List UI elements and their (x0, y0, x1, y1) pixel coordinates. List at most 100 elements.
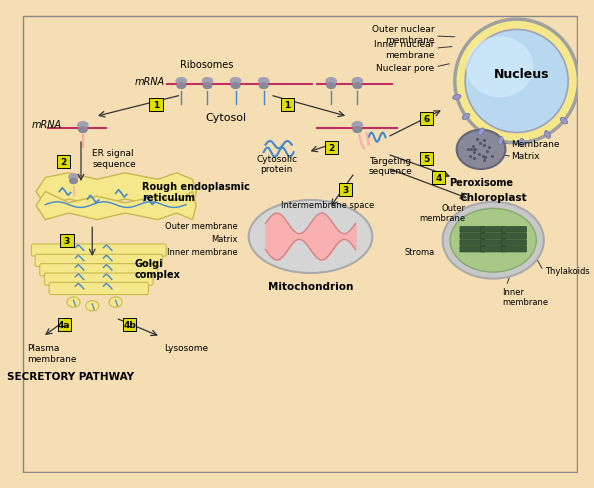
Ellipse shape (176, 79, 187, 85)
Text: Outer nuclear
membrane: Outer nuclear membrane (372, 25, 434, 45)
Ellipse shape (520, 139, 525, 147)
Text: SECRETORY PATHWAY: SECRETORY PATHWAY (7, 372, 134, 382)
FancyBboxPatch shape (49, 283, 148, 295)
Ellipse shape (249, 201, 372, 273)
Text: 6: 6 (424, 115, 430, 123)
Text: 4: 4 (435, 174, 442, 183)
Text: Peroxisome: Peroxisome (449, 178, 513, 188)
Ellipse shape (455, 20, 579, 143)
FancyBboxPatch shape (501, 234, 526, 239)
Text: Nuclear pore: Nuclear pore (376, 64, 434, 73)
Ellipse shape (203, 83, 211, 89)
Ellipse shape (203, 79, 213, 85)
Text: 2: 2 (328, 143, 334, 153)
Ellipse shape (258, 79, 269, 85)
Ellipse shape (109, 297, 122, 307)
Text: 4a: 4a (58, 321, 70, 329)
FancyBboxPatch shape (31, 244, 166, 257)
Text: mRNA: mRNA (31, 120, 61, 130)
FancyBboxPatch shape (339, 183, 352, 197)
Ellipse shape (353, 127, 362, 133)
Text: Cytosol: Cytosol (206, 112, 247, 122)
FancyBboxPatch shape (40, 264, 158, 276)
Text: Rough endoplasmic
reticulum: Rough endoplasmic reticulum (142, 182, 249, 203)
FancyBboxPatch shape (123, 318, 136, 331)
Text: Plasma
membrane: Plasma membrane (27, 344, 76, 363)
Ellipse shape (545, 131, 551, 139)
FancyBboxPatch shape (460, 227, 485, 233)
FancyBboxPatch shape (58, 318, 71, 331)
FancyBboxPatch shape (460, 234, 485, 239)
Ellipse shape (69, 179, 77, 184)
FancyBboxPatch shape (35, 255, 163, 267)
Ellipse shape (453, 95, 461, 100)
Ellipse shape (231, 83, 240, 89)
Text: Stroma: Stroma (405, 247, 435, 256)
Text: Thylakoids: Thylakoids (545, 266, 589, 275)
FancyBboxPatch shape (481, 240, 506, 246)
Ellipse shape (352, 79, 362, 85)
Ellipse shape (478, 129, 484, 136)
Text: Golgi
complex: Golgi complex (134, 258, 180, 280)
FancyBboxPatch shape (45, 273, 153, 285)
Text: Mitochondrion: Mitochondrion (268, 282, 353, 292)
FancyBboxPatch shape (432, 172, 446, 184)
Ellipse shape (86, 301, 99, 311)
FancyBboxPatch shape (324, 142, 337, 155)
FancyBboxPatch shape (149, 99, 163, 112)
Text: Intermembrane space: Intermembrane space (281, 201, 374, 210)
Ellipse shape (78, 127, 87, 133)
Ellipse shape (457, 130, 505, 170)
Text: 2: 2 (60, 158, 67, 167)
FancyBboxPatch shape (501, 240, 526, 246)
Ellipse shape (327, 83, 336, 89)
FancyBboxPatch shape (420, 153, 433, 166)
Text: Cytosolic
protein: Cytosolic protein (256, 155, 298, 174)
Ellipse shape (450, 209, 536, 272)
Ellipse shape (326, 79, 336, 85)
Ellipse shape (177, 83, 185, 89)
Text: 1: 1 (153, 101, 159, 110)
Ellipse shape (352, 122, 362, 129)
FancyBboxPatch shape (481, 247, 506, 252)
Ellipse shape (67, 297, 80, 307)
Text: 4b: 4b (124, 321, 136, 329)
FancyBboxPatch shape (420, 113, 433, 126)
Ellipse shape (78, 122, 88, 129)
Text: Matrix: Matrix (511, 152, 539, 161)
FancyBboxPatch shape (460, 240, 485, 246)
Text: Inner membrane: Inner membrane (167, 247, 238, 256)
Text: Targeting
sequence: Targeting sequence (369, 157, 412, 176)
FancyBboxPatch shape (460, 247, 485, 252)
Ellipse shape (462, 114, 470, 120)
Ellipse shape (498, 137, 503, 145)
Text: 1: 1 (284, 101, 290, 110)
Ellipse shape (260, 83, 268, 89)
FancyBboxPatch shape (280, 99, 293, 112)
Text: 3: 3 (64, 236, 70, 245)
Text: Membrane: Membrane (511, 140, 560, 149)
FancyBboxPatch shape (501, 227, 526, 233)
Polygon shape (36, 192, 196, 220)
Ellipse shape (560, 118, 567, 125)
Text: mRNA: mRNA (134, 77, 165, 87)
Ellipse shape (443, 203, 544, 279)
FancyBboxPatch shape (501, 247, 526, 252)
Text: Inner
membrane: Inner membrane (503, 287, 549, 307)
FancyBboxPatch shape (61, 234, 74, 247)
Ellipse shape (465, 30, 568, 133)
Ellipse shape (353, 83, 362, 89)
Text: 3: 3 (342, 186, 348, 195)
Ellipse shape (466, 38, 533, 98)
FancyBboxPatch shape (56, 156, 69, 169)
Text: 5: 5 (424, 155, 430, 164)
Ellipse shape (69, 175, 78, 181)
Text: Outer
membrane: Outer membrane (419, 203, 465, 223)
Text: Chloroplast: Chloroplast (459, 192, 527, 202)
FancyBboxPatch shape (481, 234, 506, 239)
Text: Inner nuclear
membrane: Inner nuclear membrane (374, 41, 434, 60)
Text: Nucleus: Nucleus (494, 68, 549, 81)
Text: ER signal
sequence: ER signal sequence (92, 149, 136, 168)
Text: Outer membrane: Outer membrane (165, 221, 238, 230)
FancyBboxPatch shape (481, 227, 506, 233)
